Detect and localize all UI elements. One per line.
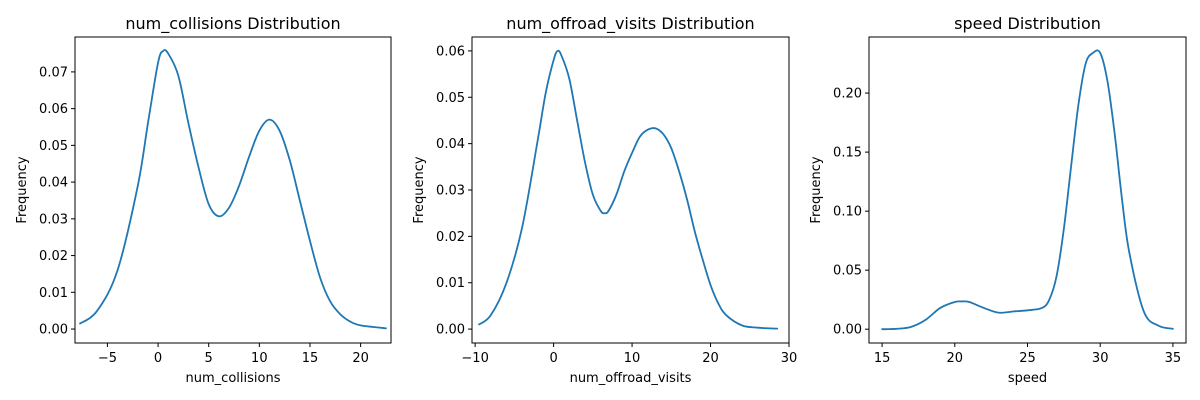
y-tick-label: 0.00 (436, 323, 465, 338)
x-axis-label: num_offroad_visits (570, 371, 692, 386)
chart-panel-2: −10 0 10 20 30 0.00 0.01 0.02 0.03 0.04 0.05 0.06 nu… (412, 14, 797, 386)
x-tick-label: 15 (874, 351, 891, 366)
x-tick-label: −5 (98, 351, 117, 366)
x-tick-label: 20 (702, 351, 719, 366)
density-line (881, 49, 1174, 331)
y-tick-label: 0.06 (436, 44, 465, 59)
y-tick-label: 0.01 (436, 276, 465, 291)
x-tick-label: 5 (205, 351, 213, 366)
chart-title: speed Distribution (954, 14, 1101, 33)
y-tick-label: 0.02 (436, 230, 465, 245)
y-tick-label: 0.05 (39, 139, 68, 154)
y-tick-label: 0.00 (833, 323, 862, 338)
y-tick-label: 0.15 (833, 146, 862, 161)
density-line (79, 49, 387, 330)
x-axis-label: speed (1008, 371, 1047, 386)
y-axis-label: Frequency (15, 156, 30, 223)
y-axis-label: Frequency (809, 156, 824, 223)
x-tick-label: 10 (624, 351, 641, 366)
chart-panel-1: −5 0 5 10 15 20 0.00 0.01 0.02 0.03 0.04 0.05 0.06 0.… (15, 14, 392, 386)
x-tick-label: 20 (352, 351, 369, 366)
y-tick-label: 0.01 (39, 286, 68, 301)
y-tick-label: 0.10 (833, 205, 862, 220)
y-tick-label: 0.06 (39, 102, 68, 117)
y-tick-label: 0.04 (39, 176, 68, 191)
y-tick-label: 0.20 (833, 87, 862, 102)
y-tick-label: 0.02 (39, 249, 68, 264)
x-tick-label: 25 (1019, 351, 1036, 366)
y-tick-label: 0.05 (436, 91, 465, 106)
chart-title: num_collisions Distribution (125, 14, 340, 34)
y-axis-label: Frequency (412, 156, 427, 223)
x-tick-label: 30 (781, 351, 798, 366)
axes-frame (471, 36, 790, 344)
x-tick-label: 30 (1092, 351, 1109, 366)
y-tick-label: 0.07 (39, 65, 68, 80)
density-line (478, 49, 779, 330)
x-tick-label: 35 (1165, 351, 1182, 366)
chart-title: num_offroad_visits Distribution (506, 14, 754, 34)
x-tick-label: 20 (947, 351, 964, 366)
x-tick-label: 0 (549, 351, 557, 366)
y-tick-label: 0.03 (436, 184, 465, 199)
axes-frame (74, 36, 392, 344)
chart-panel-3: 15 20 25 30 35 0.00 0.05 0.10 0.15 0.20 speed Dist… (809, 14, 1187, 386)
x-axis-label: num_collisions (186, 371, 281, 386)
y-tick-label: 0.05 (833, 264, 862, 279)
y-tick-label: 0.04 (436, 137, 465, 152)
x-tick-label: 15 (302, 351, 319, 366)
y-tick-label: 0.00 (39, 323, 68, 338)
x-tick-label: 10 (251, 351, 268, 366)
y-tick-label: 0.03 (39, 212, 68, 227)
x-tick-label: −10 (461, 351, 488, 366)
x-tick-label: 0 (154, 351, 162, 366)
